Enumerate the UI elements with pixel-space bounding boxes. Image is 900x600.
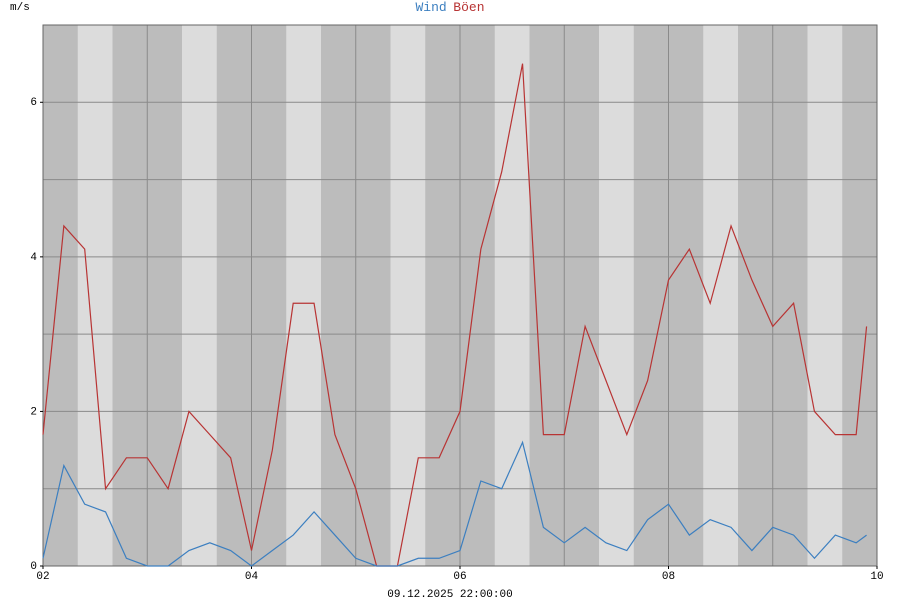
y-tick-label: 0 <box>30 561 37 573</box>
legend-entry: Wind <box>415 0 446 15</box>
y-tick-label: 4 <box>30 252 37 264</box>
legend: Wind Böen <box>415 0 484 15</box>
stripe <box>182 25 217 566</box>
y-tick-label: 6 <box>30 97 37 109</box>
stripe <box>494 25 530 566</box>
data-line <box>42 440 867 567</box>
stripe <box>599 25 634 566</box>
x-tick-label: 10 <box>870 571 883 583</box>
stripe <box>703 25 738 566</box>
x-tick-label: 08 <box>662 571 675 583</box>
stripe <box>286 25 321 566</box>
y-tick-label: 2 <box>30 406 37 418</box>
data-line <box>42 63 868 567</box>
stripe <box>807 25 843 566</box>
x-axis-label: 09.12.2025 22:00:00 <box>387 589 512 600</box>
stripe <box>77 25 113 566</box>
stripe <box>390 25 426 566</box>
legend-entry: Böen <box>453 0 484 15</box>
x-tick-label: 04 <box>245 571 259 583</box>
y-axis-label: m/s <box>10 2 30 14</box>
x-tick-label: 02 <box>36 571 49 583</box>
x-tick-label: 06 <box>453 571 466 583</box>
